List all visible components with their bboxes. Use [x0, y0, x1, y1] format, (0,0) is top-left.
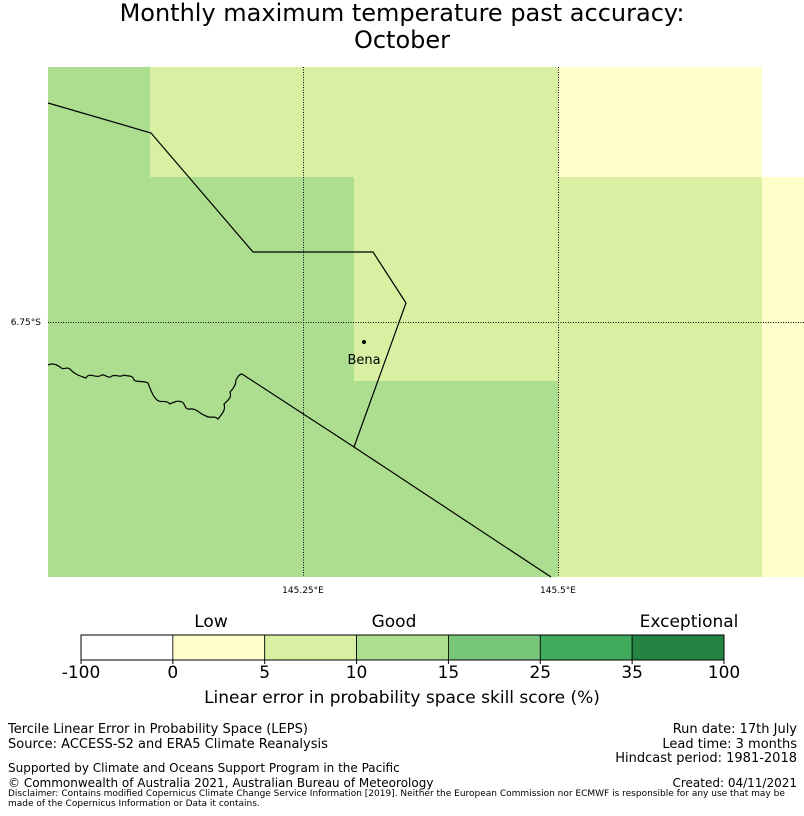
- category-exceptional: Exceptional: [639, 612, 739, 632]
- tick-label: 100: [707, 663, 741, 683]
- cell-1: [48, 67, 150, 177]
- colorbar-segment: [356, 634, 449, 661]
- map-title: Monthly maximum temperature past accurac…: [0, 0, 804, 54]
- colorbar-segment: [631, 634, 725, 661]
- footer-method: Tercile Linear Error in Probability Spac…: [8, 722, 308, 737]
- boundaries: [47, 102, 552, 578]
- hindcast-period: Hindcast period: 1981-2018: [615, 751, 797, 766]
- lon-label-1: 145.25°E: [282, 586, 324, 596]
- province-boundary: [47, 102, 407, 448]
- tick-label: 10: [345, 663, 368, 683]
- graticule: [48, 67, 804, 577]
- cell-6: [354, 381, 558, 577]
- lead-time: Lead time: 3 months: [662, 737, 797, 752]
- cell-8: [762, 177, 804, 577]
- province-boundary-south: [241, 373, 552, 578]
- colorbar-ticks: [80, 660, 725, 664]
- cell-2: [150, 67, 558, 177]
- footer-support: Supported by Climate and Oceans Support …: [8, 761, 400, 775]
- bena-label: Bena: [347, 353, 380, 368]
- colorbar-segment: [539, 634, 633, 661]
- colorbar-segments: [80, 634, 725, 661]
- cell-4: [48, 177, 354, 577]
- river-coastline: [47, 363, 243, 420]
- bena-marker: [362, 340, 366, 344]
- colorbar-frame: [80, 634, 725, 661]
- colorbar-segment: [264, 634, 357, 661]
- tick-label: 35: [621, 663, 643, 683]
- colorbar: [80, 634, 725, 664]
- tick-label: 5: [259, 663, 271, 683]
- disclaimer: Disclaimer: Contains modified Copernicus…: [8, 789, 785, 809]
- tick-label: 25: [529, 663, 552, 683]
- skill-map: Bena 6.75°S 145.25°E 145.5°E: [11, 67, 804, 664]
- cell-5: [354, 177, 558, 381]
- tick-label: -100: [61, 663, 101, 683]
- lon-label-2: 145.5°E: [540, 586, 576, 596]
- title-line-1: Monthly maximum temperature past accurac…: [119, 0, 685, 27]
- category-low: Low: [194, 612, 228, 632]
- colorbar-label: Linear error in probability space skill …: [204, 688, 600, 708]
- tick-label: 15: [437, 663, 460, 683]
- colorbar-segment: [80, 634, 174, 661]
- created-date: Created: 04/11/2021: [672, 776, 797, 790]
- cell-7: [558, 177, 762, 577]
- category-good: Good: [371, 612, 417, 632]
- footer-copyright: © Commonwealth of Australia 2021, Austra…: [8, 776, 434, 790]
- colorbar-segment: [448, 634, 541, 661]
- colorbar-segment: [172, 634, 266, 661]
- tick-label: 0: [167, 663, 179, 683]
- cell-3: [558, 67, 762, 177]
- lat-label: 6.75°S: [11, 318, 42, 328]
- footer-source: Source: ACCESS-S2 and ERA5 Climate Reana…: [8, 737, 328, 752]
- title-line-2: October: [353, 26, 451, 54]
- run-date: Run date: 17th July: [672, 722, 797, 737]
